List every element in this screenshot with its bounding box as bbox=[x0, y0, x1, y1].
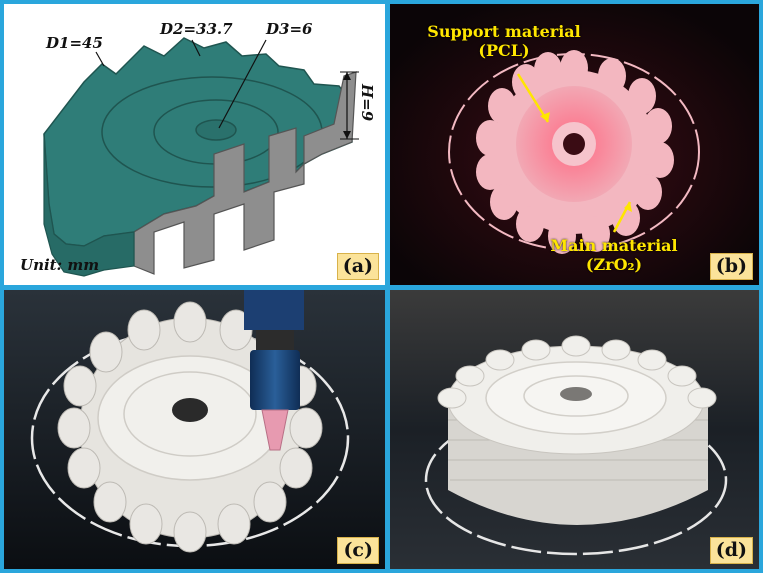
d1-label: D1=45 bbox=[46, 34, 103, 52]
gear-finished-photo bbox=[390, 290, 759, 569]
support-material-label: Support material (PCL) bbox=[404, 22, 604, 60]
main-label-line2: (ZrO₂) bbox=[585, 255, 643, 274]
panel-c-tag: (c) bbox=[337, 537, 379, 564]
support-label-line2: (PCL) bbox=[478, 41, 530, 60]
panel-d-tag: (d) bbox=[709, 537, 753, 564]
d3-label: D3=6 bbox=[266, 20, 313, 38]
gear-cad-drawing bbox=[43, 37, 359, 277]
main-material-label: Main material (ZrO₂) bbox=[534, 236, 694, 274]
d2-label: D2=33.7 bbox=[160, 20, 233, 38]
panel-b-support-print: Support material (PCL) Main material (Zr… bbox=[390, 4, 759, 285]
panel-b-tag: (b) bbox=[709, 253, 753, 280]
panel-d-finished-photo: (d) bbox=[390, 290, 759, 569]
support-label-line1: Support material bbox=[427, 22, 581, 41]
main-label-line1: Main material bbox=[550, 236, 678, 255]
gear-printing-photo bbox=[4, 290, 385, 569]
h-label: H=9 bbox=[358, 84, 376, 122]
gear-support-photo bbox=[390, 4, 759, 285]
panel-a-cad-model: D1=45 D2=33.7 D3=6 H=9 Unit: mm (a) bbox=[4, 4, 385, 285]
panel-c-printing-photo: (c) bbox=[4, 290, 385, 569]
unit-label: Unit: mm bbox=[20, 256, 100, 274]
panel-a-tag: (a) bbox=[336, 253, 379, 280]
